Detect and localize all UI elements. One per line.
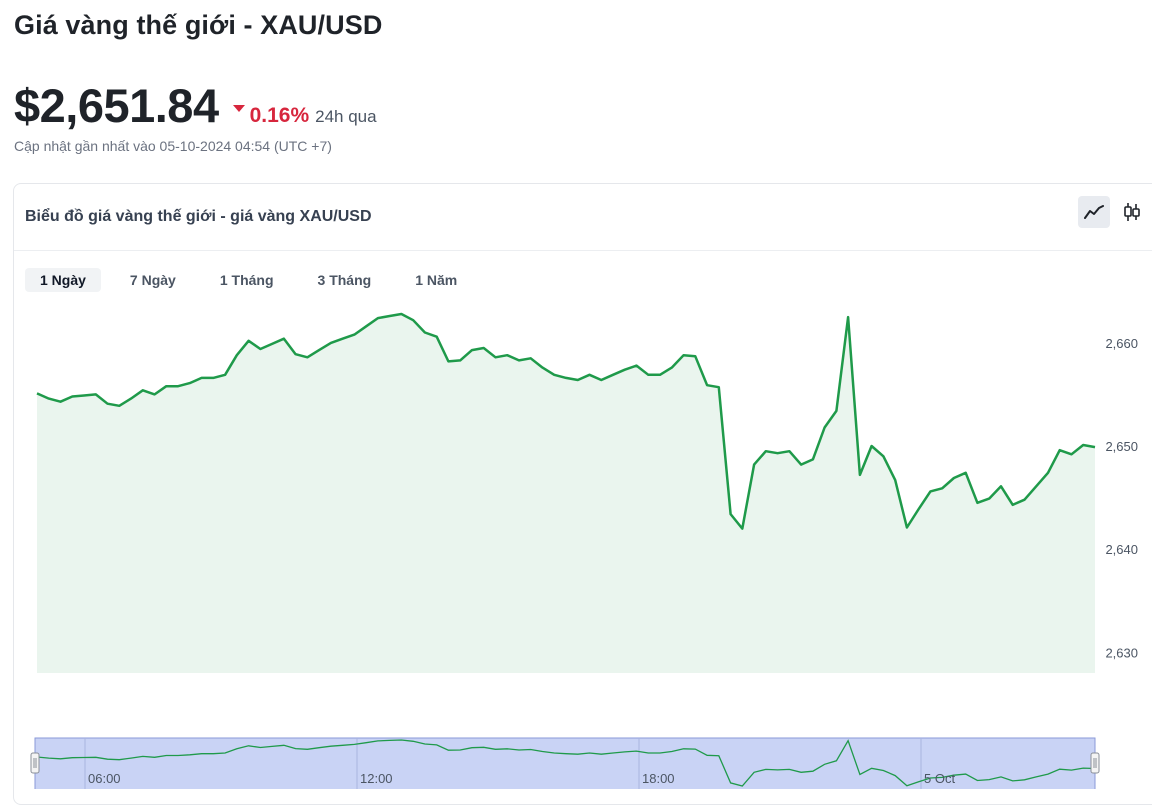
price-line: [36, 312, 1096, 530]
time-range-tabs: 1 Ngày 7 Ngày 1 Tháng 3 Tháng 1 Năm: [25, 268, 486, 292]
current-price: $2,651.84: [14, 79, 219, 132]
price-change-percent: 0.16%: [249, 104, 310, 127]
price-change-period: 24h qua: [315, 107, 377, 126]
last-updated: Cập nhật gần nhất vào 05-10-2024 04:54 (…: [14, 138, 332, 154]
navigator-time-label: 18:00: [642, 771, 675, 786]
navigator-time-label: 12:00: [360, 771, 393, 786]
candlestick-chart-button[interactable]: [1116, 196, 1148, 228]
navigator-time-label: 06:00: [88, 771, 121, 786]
line-chart-icon: [1084, 205, 1104, 219]
tab-3-months[interactable]: 3 Tháng: [317, 272, 372, 288]
candlestick-chart-icon: [1124, 203, 1140, 221]
y-tick-label: 2,660: [1105, 336, 1138, 351]
card-divider: [14, 250, 1152, 251]
chart-type-switch: [1078, 196, 1148, 228]
navigator-right-handle[interactable]: [1090, 752, 1100, 774]
y-tick-label: 2,630: [1105, 645, 1138, 660]
chart-card-title: Biểu đồ giá vàng thế giới - giá vàng XAU…: [25, 208, 372, 225]
tab-7-days[interactable]: 7 Ngày: [129, 272, 176, 288]
y-axis: 2,630 2,640 2,650 2,660: [1105, 336, 1138, 661]
tab-1-month[interactable]: 1 Tháng: [219, 272, 274, 288]
page-title: Giá vàng thế giới - XAU/USD: [14, 10, 383, 40]
price-area: [37, 314, 1095, 673]
caret-down-icon: [232, 105, 245, 112]
tab-1-year[interactable]: 1 Năm: [415, 272, 458, 288]
range-navigator[interactable]: 06:00 12:00 18:00 5 Oct: [30, 737, 1100, 789]
navigator-left-handle[interactable]: [30, 752, 40, 774]
price-summary: $2,651.84 0.16% 24h qua: [14, 78, 377, 133]
y-tick-label: 2,650: [1105, 439, 1138, 454]
line-chart-button[interactable]: [1078, 196, 1110, 228]
navigator-line: [36, 739, 1096, 787]
tab-1-day[interactable]: 1 Ngày: [25, 268, 101, 292]
navigator-time-label: 5 Oct: [924, 771, 955, 786]
y-tick-label: 2,640: [1105, 542, 1138, 557]
